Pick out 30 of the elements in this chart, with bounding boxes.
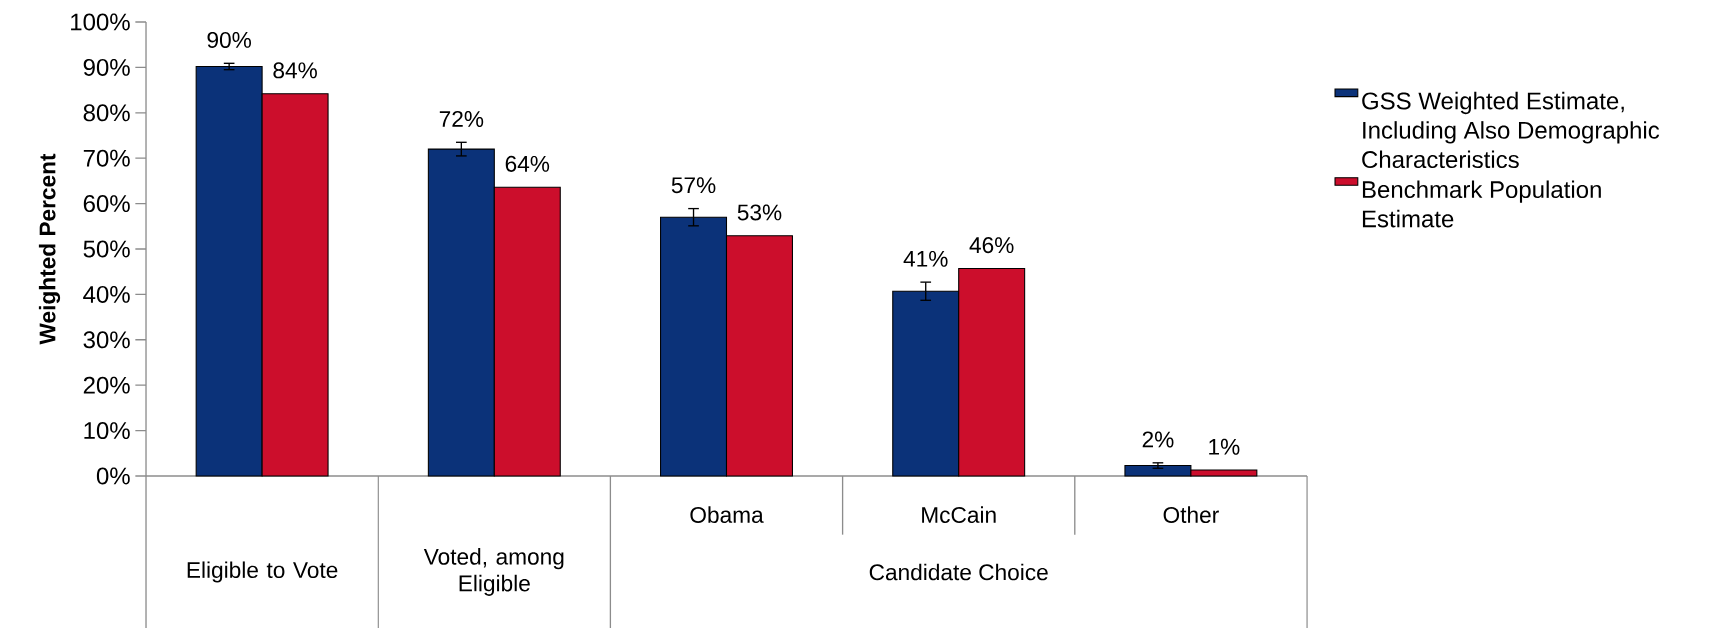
data-label: 41% [903, 250, 948, 267]
y-axis-title: Weighted Percent [38, 153, 61, 345]
text: Candidate Choice [869, 563, 1048, 581]
data-label: 72% [439, 110, 484, 127]
legend-label: GSS Weighted Estimate, Including Also Demographic Characteristics [1362, 91, 1660, 169]
data-label: 53% [737, 204, 782, 221]
y-tick-label: 60% [83, 195, 130, 213]
x-tick-label: Other [1163, 506, 1219, 523]
data-label: 57% [671, 177, 716, 194]
data-label: 1% [1209, 438, 1240, 455]
x-tick-label: Obama [690, 506, 764, 523]
y-tick-label: 0% [96, 467, 130, 485]
data-label: 2% [1142, 431, 1174, 448]
data-label: 90% [207, 31, 252, 48]
data-label: 64% [505, 155, 550, 172]
y-tick-label: 100% [71, 13, 130, 31]
y-tick-label: 90% [83, 58, 130, 76]
x-tick-label: Voted, among Eligible [423, 548, 564, 596]
x-tick-label: McCain [922, 506, 996, 523]
data-label: 84% [273, 62, 317, 79]
legend-label: Benchmark Population Estimate [1362, 180, 1601, 228]
y-tick-label: 20% [83, 376, 130, 394]
data-label: 46% [969, 237, 1014, 254]
y-tick-label: 10% [84, 422, 130, 440]
y-tick-label: 70% [83, 149, 130, 167]
y-tick-label: 30% [83, 331, 130, 349]
y-tick-label: 50% [83, 240, 130, 258]
y-tick-label: 40% [83, 285, 130, 303]
y-tick-label: 80% [83, 104, 130, 122]
x-tick-label: Eligible to Vote [187, 561, 338, 583]
